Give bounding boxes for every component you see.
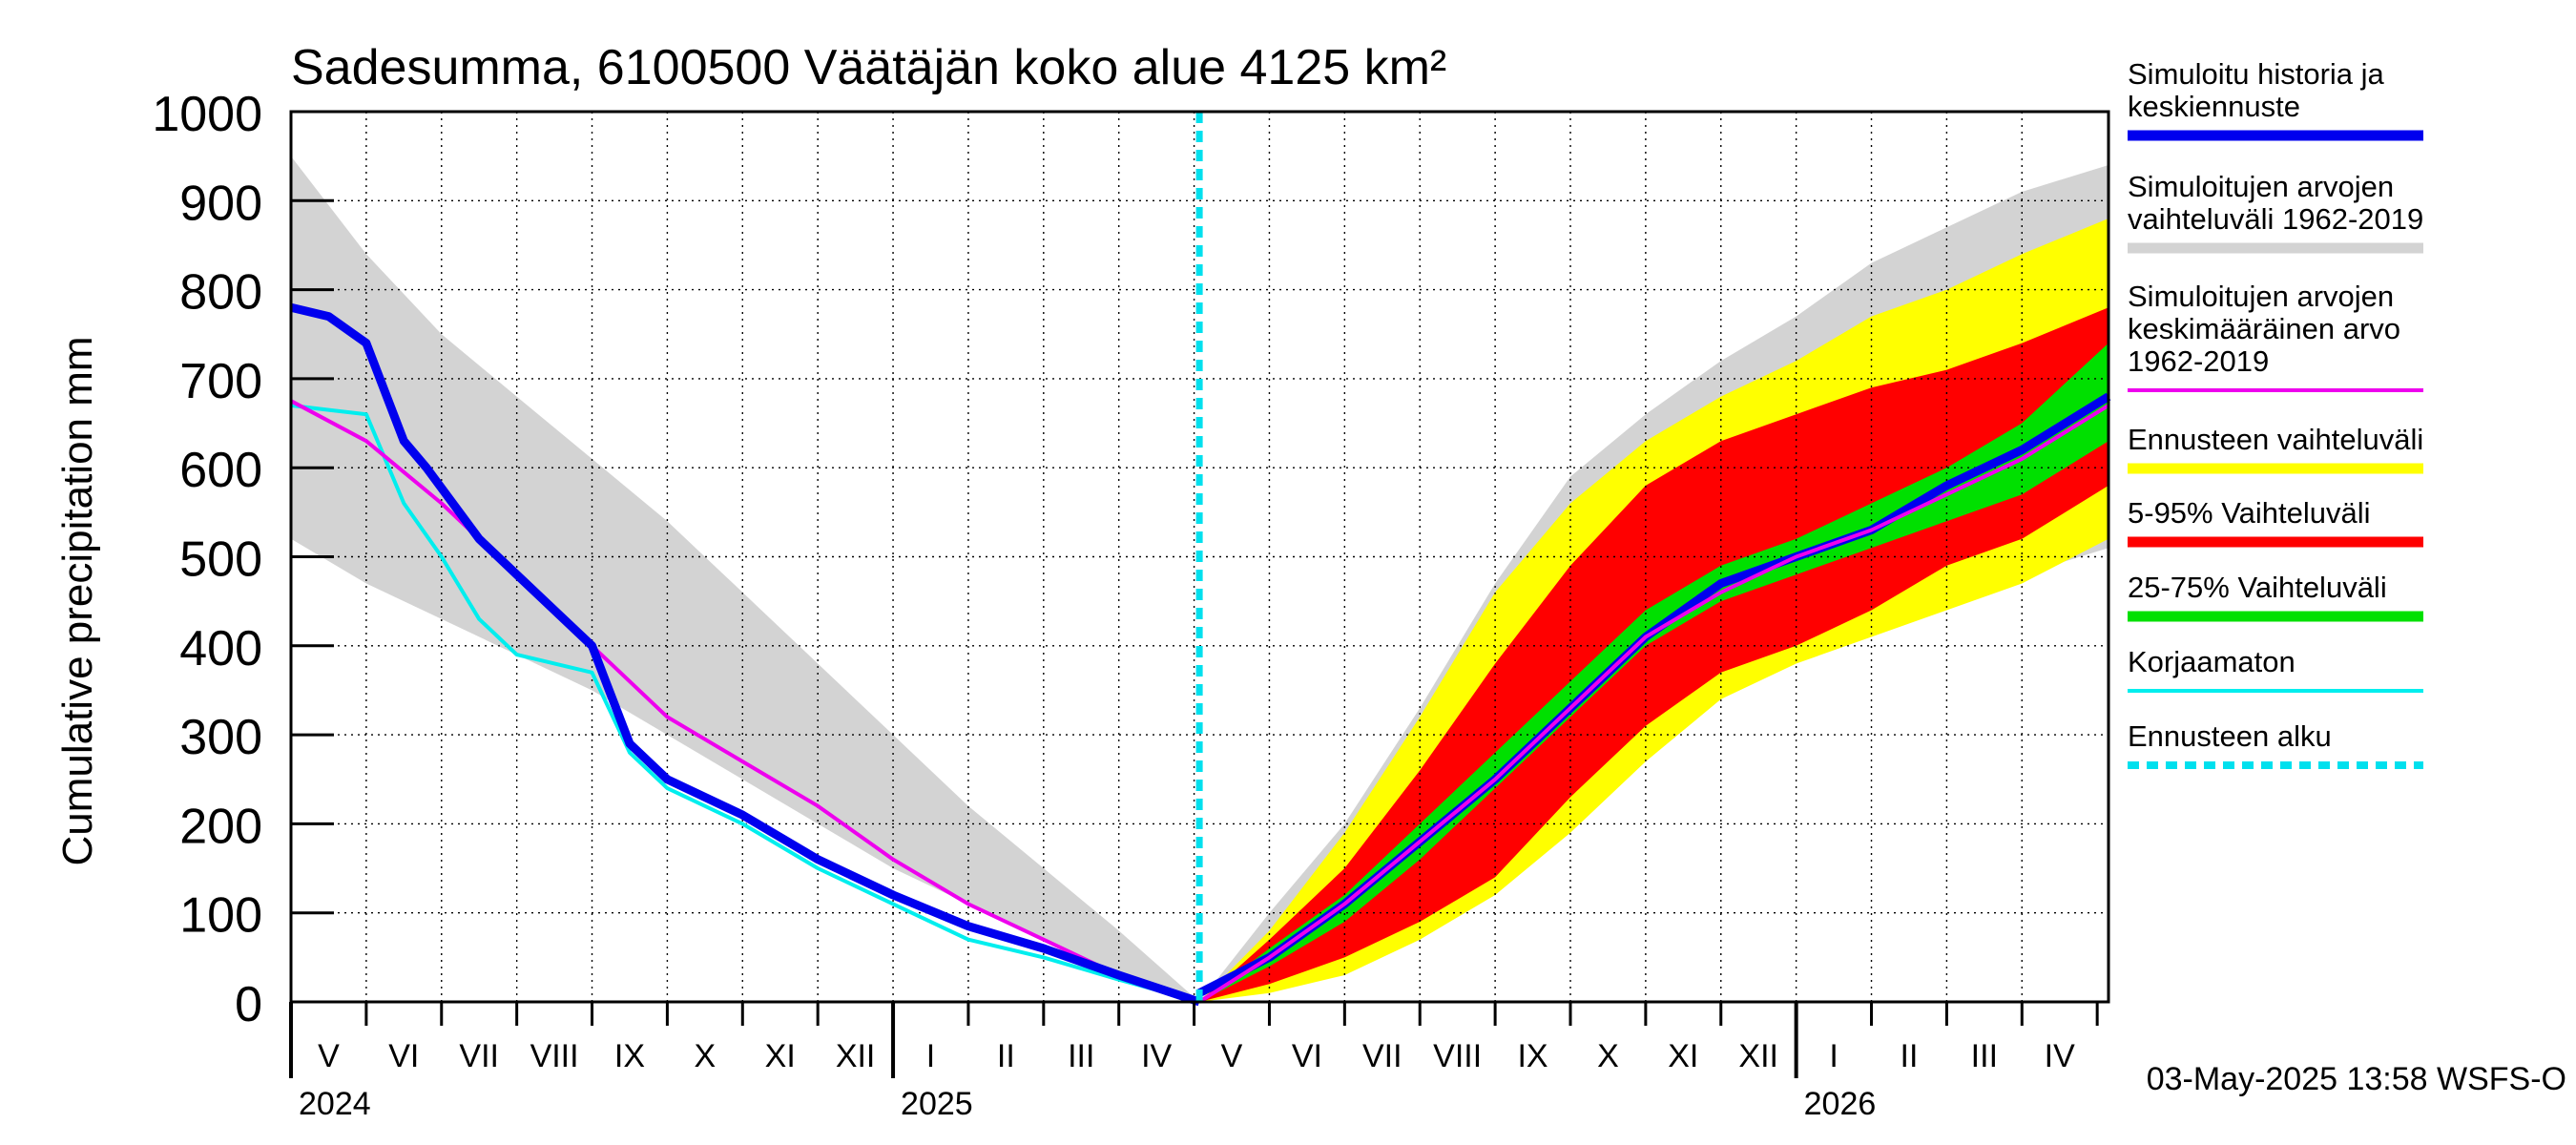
- y-axis: 0 100 200 300 400 500 600 700 800 900 1000: [152, 87, 334, 1032]
- x-month-label: XII: [1738, 1038, 1778, 1074]
- uncorrected-line: [290, 403, 1200, 1004]
- x-month-label: VIII: [1433, 1038, 1482, 1074]
- y-tick-label: 800: [179, 265, 262, 321]
- x-month-label: IV: [2045, 1038, 2075, 1074]
- x-month-label: X: [1597, 1038, 1619, 1074]
- y-tick-label: 900: [179, 176, 262, 231]
- legend-label: 5-95% Vaihteluväli: [2128, 496, 2370, 530]
- y-tick-label: 700: [179, 354, 262, 409]
- legend-label: 1962-2019: [2128, 344, 2269, 378]
- x-month-label: X: [695, 1038, 717, 1074]
- x-month-label: I: [926, 1038, 935, 1074]
- y-tick-label: 100: [179, 888, 262, 944]
- legend-label: Simuloitujen arvojen: [2128, 170, 2394, 203]
- y-tick-label: 0: [235, 977, 262, 1032]
- legend-label: Ennusteen alku: [2128, 719, 2332, 753]
- x-month-label: II: [997, 1038, 1015, 1074]
- legend-label: keskimääräinen arvo: [2128, 312, 2400, 345]
- band-layer: [291, 156, 2109, 1003]
- legend-label: vaihteluväli 1962-2019: [2128, 202, 2423, 236]
- y-tick-label: 600: [179, 443, 262, 498]
- x-month-label: VI: [388, 1038, 419, 1074]
- x-axis: V VI VII VIII IX X XI XII I II III IV V VI VII VIII IX X X…: [289, 1002, 2099, 1122]
- x-year-label: 2026: [1804, 1086, 1877, 1122]
- x-month-label: III: [1971, 1038, 1998, 1074]
- legend-label: keskiennuste: [2128, 90, 2300, 123]
- x-month-label: III: [1068, 1038, 1094, 1074]
- x-month-label: V: [1221, 1038, 1243, 1074]
- x-month-label: V: [318, 1038, 340, 1074]
- y-tick-label: 200: [179, 799, 262, 854]
- x-month-label: IV: [1141, 1038, 1172, 1074]
- legend-label: Korjaamaton: [2128, 645, 2296, 678]
- x-year-label: 2024: [299, 1086, 371, 1122]
- x-month-label: XI: [765, 1038, 796, 1074]
- x-month-label: XII: [836, 1038, 876, 1074]
- sim-mean-forecast-line: [1198, 404, 2110, 1004]
- sim-mean-history-line: [290, 399, 1200, 1004]
- grid-layer: [291, 112, 2109, 1002]
- y-tick-label: 1000: [152, 87, 262, 142]
- timestamp: 03-May-2025 13:58 WSFS-O: [2147, 1061, 2566, 1097]
- x-month-label: I: [1829, 1038, 1838, 1074]
- x-month-label: VI: [1292, 1038, 1322, 1074]
- y-axis-label: Cumulative precipitation mm: [54, 336, 101, 865]
- x-year-label: 2025: [901, 1086, 973, 1122]
- x-month-label: II: [1901, 1038, 1919, 1074]
- x-month-label: XI: [1668, 1038, 1698, 1074]
- line-layer: [289, 112, 2111, 1007]
- legend-label: Ennusteen vaihteluväli: [2128, 423, 2423, 456]
- x-month-label: IX: [614, 1038, 645, 1074]
- y-tick-label: 300: [179, 710, 262, 765]
- x-month-label: VIII: [530, 1038, 579, 1074]
- chart-title: Sadesumma, 6100500 Väätäjän koko alue 41…: [291, 40, 1446, 95]
- y-tick-label: 500: [179, 532, 262, 588]
- legend-label: 25-75% Vaihteluväli: [2128, 571, 2387, 604]
- history-line: [289, 302, 1201, 1007]
- legend-label: Simuloitujen arvojen: [2128, 280, 2394, 313]
- sim-range-history-band: [291, 156, 1200, 1002]
- x-month-label: VII: [459, 1038, 499, 1074]
- x-month-label: VII: [1362, 1038, 1402, 1074]
- legend-label: Simuloitu historia ja: [2128, 57, 2385, 91]
- y-tick-label: 400: [179, 621, 262, 677]
- x-month-label: IX: [1517, 1038, 1548, 1074]
